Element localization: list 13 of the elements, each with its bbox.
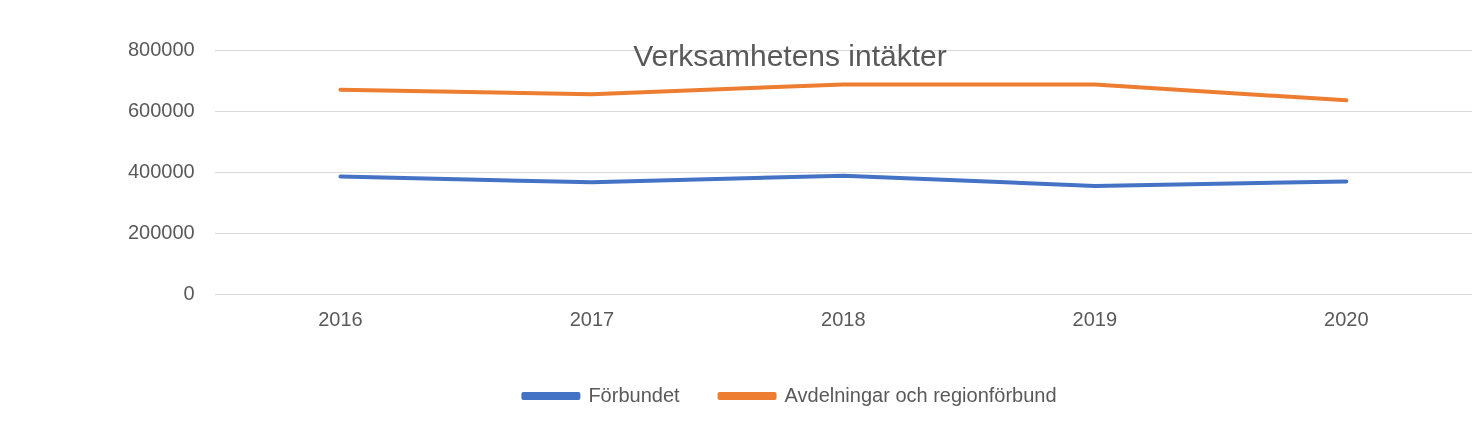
y-tick-label: 600000 <box>127 98 195 121</box>
chart-title: Verksamhetens intäkter <box>633 39 947 73</box>
legend-label: Avdelningar och regionförbund <box>784 383 1057 406</box>
y-tick-label: 200000 <box>127 220 195 243</box>
y-tick-label: 0 <box>183 281 195 304</box>
y-tick-label: 800000 <box>127 37 195 60</box>
x-tick-label: 2020 <box>1324 307 1369 330</box>
x-tick-label: 2019 <box>1072 307 1118 330</box>
legend-label: Förbundet <box>588 383 680 406</box>
x-tick-label: 2016 <box>318 307 363 330</box>
x-tick-label: 2017 <box>569 307 615 330</box>
x-tick-label: 2018 <box>821 307 866 330</box>
y-tick-label: 400000 <box>127 159 195 182</box>
